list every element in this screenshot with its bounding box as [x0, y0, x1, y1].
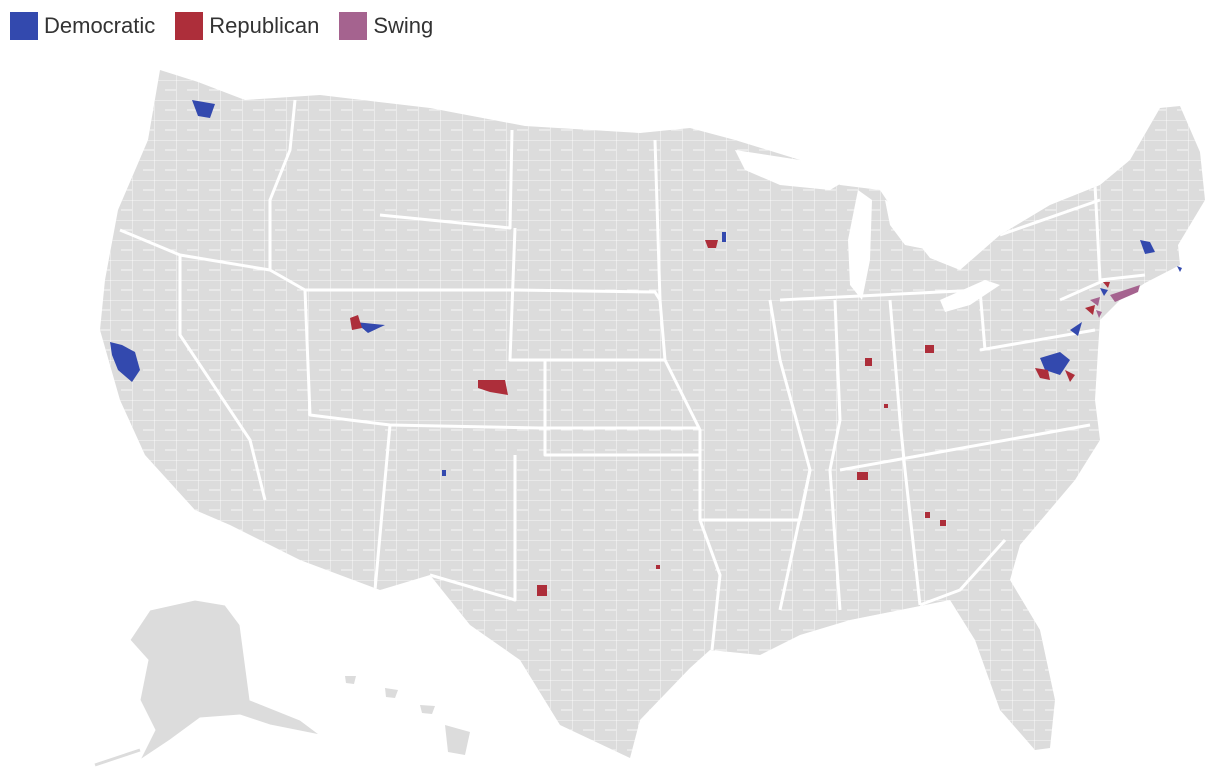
county-pa-east [1096, 310, 1102, 318]
county-long-island [1110, 285, 1140, 302]
county-indiana [865, 358, 872, 366]
republican-counties [350, 240, 1110, 596]
lake-michigan [848, 190, 872, 300]
county-texas-north [656, 565, 660, 569]
county-ohio [925, 345, 934, 353]
county-georgia-1 [925, 512, 930, 518]
legend-item-republican: Republican [175, 12, 319, 40]
county-seattle-area [192, 100, 215, 118]
lake-superior [735, 150, 850, 190]
democratic-counties [110, 100, 1182, 476]
legend-item-swing: Swing [339, 12, 433, 40]
county-maryland [1065, 370, 1075, 382]
county-colorado [478, 380, 508, 395]
county-salt-lake-area [355, 322, 385, 333]
county-ri-area [1177, 266, 1182, 272]
county-ny-north [1103, 282, 1110, 288]
legend-swatch-republican [175, 12, 204, 40]
legend-label-democratic: Democratic [44, 13, 156, 38]
county-ny-nj-border [1090, 297, 1100, 306]
legend-label-swing: Swing [373, 13, 434, 38]
alaska [129, 599, 321, 762]
lake-huron [885, 200, 930, 250]
county-bay-area [110, 342, 140, 382]
legend-swatch-democratic [10, 12, 38, 40]
swing-counties [1090, 285, 1140, 318]
county-nyc-area [1100, 288, 1108, 296]
hawaii-big-island [445, 725, 470, 755]
state-borders [119, 99, 1146, 651]
county-albuquerque-area [442, 470, 446, 476]
county-minnesota [705, 240, 718, 248]
county-dc-area [1040, 352, 1070, 375]
county-minneapolis-area [722, 232, 726, 242]
legend-item-democratic: Democratic [10, 12, 155, 40]
map-legend: Democratic Republican Swing [10, 12, 433, 40]
legend-swatch-swing [339, 12, 368, 40]
county-tennessee [857, 472, 868, 480]
hawaii-oahu [385, 688, 398, 698]
hawaii-kauai [345, 676, 356, 684]
lake-erie [940, 280, 1000, 312]
county-georgia-2 [940, 520, 946, 526]
county-nj [1085, 305, 1095, 315]
county-texas-west [537, 585, 547, 596]
hawaii [345, 676, 470, 755]
county-kentucky [884, 404, 888, 408]
county-utah-north [350, 315, 362, 330]
county-virginia [1035, 368, 1050, 380]
hawaii-maui [420, 705, 435, 714]
county-philadelphia-area [1070, 322, 1082, 336]
aleutian-islands [94, 748, 141, 767]
legend-label-republican: Republican [209, 13, 320, 38]
county-boston-area [1140, 240, 1155, 254]
